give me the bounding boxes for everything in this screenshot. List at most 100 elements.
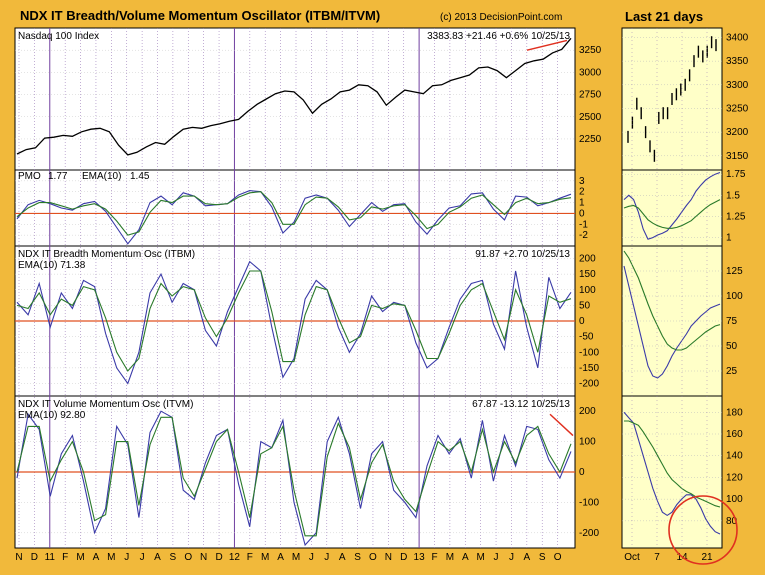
x-tick-label: J (309, 552, 314, 563)
side-y-tick-label: 80 (726, 516, 738, 527)
y-tick-label: 100 (579, 437, 596, 448)
y-tick-label: 200 (579, 254, 596, 265)
side-y-tick-label: 3400 (726, 32, 749, 43)
side-y-tick-label: 50 (726, 341, 738, 352)
x-tick-label: D (215, 552, 222, 563)
side-y-tick-label: 25 (726, 366, 738, 377)
x-tick-label: J (324, 552, 329, 563)
pmo-ema-value: 1.45 (130, 171, 150, 182)
y-tick-label: -150 (579, 363, 599, 374)
x-tick-label: N (15, 552, 22, 563)
side-y-tick-label: 1.75 (726, 169, 746, 180)
x-tick-label: 12 (229, 552, 241, 563)
side-y-tick-label: 180 (726, 407, 743, 418)
side-y-tick-label: 1.5 (726, 190, 740, 201)
side-series-line (624, 420, 721, 508)
side-series-line (623, 265, 721, 379)
x-tick-label: F (247, 552, 253, 563)
side-y-tick-label: 1 (726, 233, 732, 244)
series-line (16, 191, 572, 236)
price-panel-label: Nasdaq 100 Index (18, 31, 99, 42)
x-tick-label: A (523, 552, 530, 563)
side-y-tick-label: 3250 (726, 103, 749, 114)
x-tick-label: F (431, 552, 437, 563)
x-tick-label: S (539, 552, 546, 563)
side-y-tick-label: 120 (726, 472, 743, 483)
pmo-ema-label: EMA(10) (82, 171, 121, 182)
x-tick-label: O (554, 552, 562, 563)
itvm-trend-annotation (549, 413, 574, 437)
y-tick-label: 0 (579, 467, 585, 478)
side-itvm-circle-annotation (668, 495, 738, 565)
x-tick-label: S (170, 552, 177, 563)
x-tick-label: F (62, 552, 68, 563)
side-y-tick-label: 140 (726, 451, 743, 462)
x-tick-label: M (476, 552, 484, 563)
x-tick-label: S (354, 552, 361, 563)
series-line (16, 37, 572, 156)
y-tick-label: 3250 (579, 45, 602, 56)
x-tick-label: 13 (414, 552, 426, 563)
x-tick-label: O (184, 552, 192, 563)
side-x-tick-label: 7 (654, 552, 660, 563)
y-tick-label: 200 (579, 406, 596, 417)
side-series-line (623, 199, 721, 229)
side-y-tick-label: 100 (726, 291, 743, 302)
y-tick-label: 50 (579, 300, 591, 311)
price-trend-annotation (526, 39, 568, 51)
side-y-tick-label: 1.25 (726, 211, 746, 222)
series-line (16, 270, 572, 372)
chart-title: NDX IT Breadth/Volume Momentum Oscillato… (20, 8, 380, 23)
y-tick-label: 0 (579, 316, 585, 327)
pmo-value: 1.77 (48, 171, 68, 182)
x-tick-label: M (76, 552, 84, 563)
x-tick-label: M (107, 552, 115, 563)
side-y-tick-label: 3350 (726, 56, 749, 67)
x-tick-label: D (400, 552, 407, 563)
panel-price (14, 27, 576, 171)
y-tick-label: 150 (579, 269, 596, 280)
panel-side-itbm (621, 245, 723, 397)
x-tick-label: J (140, 552, 145, 563)
y-tick-label: 3 (579, 176, 585, 187)
itvm-readout: 67.87 -13.12 10/25/13 (472, 399, 570, 410)
y-tick-label: 2 (579, 187, 585, 198)
y-tick-label: -100 (579, 347, 599, 358)
x-tick-label: M (292, 552, 300, 563)
side-y-tick-label: 160 (726, 429, 743, 440)
y-tick-label: -200 (579, 528, 599, 539)
side-series-line (623, 411, 721, 535)
series-line (16, 260, 572, 385)
x-tick-label: N (385, 552, 392, 563)
side-series-line (623, 250, 721, 351)
x-tick-label: M (446, 552, 454, 563)
series-line (16, 190, 572, 245)
x-tick-label: J (509, 552, 514, 563)
panel-side-itvm (621, 395, 723, 549)
x-tick-label: 11 (45, 552, 56, 563)
side-y-tick-label: 100 (726, 494, 743, 505)
x-tick-label: O (369, 552, 377, 563)
x-tick-label: A (277, 552, 284, 563)
x-tick-label: A (93, 552, 100, 563)
itbm-readout: 91.87 +2.70 10/25/13 (475, 249, 570, 260)
y-tick-label: -200 (579, 379, 599, 390)
x-tick-label: M (261, 552, 269, 563)
side-y-tick-label: 3200 (726, 127, 749, 138)
series-line (16, 416, 572, 537)
y-tick-label: 2750 (579, 90, 602, 101)
side-y-tick-label: 3300 (726, 80, 749, 91)
x-tick-label: D (31, 552, 38, 563)
price-readout: 3383.83 +21.46 +0.6% 10/25/13 (427, 31, 570, 42)
itvm-ema-label: EMA(10) 92.80 (18, 410, 86, 421)
side-y-tick-label: 3150 (726, 151, 749, 162)
side-title: Last 21 days (625, 9, 703, 24)
y-tick-label: 100 (579, 285, 596, 296)
x-tick-label: A (462, 552, 469, 563)
x-tick-label: A (339, 552, 346, 563)
side-series-line (623, 171, 721, 240)
y-tick-label: 1 (579, 198, 585, 209)
itbm-label: NDX IT Breadth Momentum Osc (ITBM) (18, 249, 195, 260)
side-y-tick-label: 125 (726, 266, 743, 277)
